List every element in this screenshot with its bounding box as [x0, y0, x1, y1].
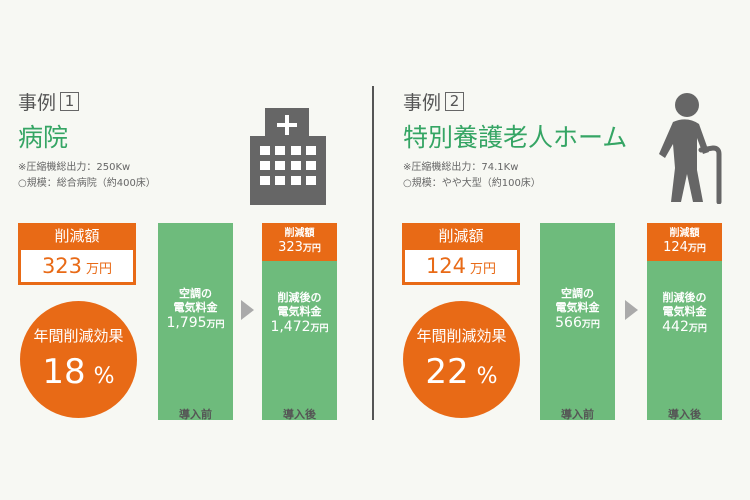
arrow-right-icon — [241, 300, 254, 320]
after-value: 1,472万円 — [262, 319, 337, 337]
after-label-line2: 電気料金 — [662, 305, 707, 318]
after-reduction-cap: 削減額 323万円 — [262, 223, 337, 261]
caption-after: 導入後 — [668, 408, 701, 421]
reduction-amount-box: 削減額 323 万円 — [18, 223, 136, 285]
reduction-unit: 万円 — [86, 262, 113, 277]
after-reduction-cap: 削減額 124万円 — [647, 223, 722, 261]
before-unit: 万円 — [581, 320, 600, 330]
reduction-number: 323 — [41, 254, 83, 278]
annual-number: 18 — [42, 352, 86, 392]
annual-unit: % — [93, 364, 115, 389]
facility-title: 病院 — [18, 123, 69, 152]
annual-title: 年間削減効果 — [33, 327, 124, 345]
case-panel-2: 事例 2 特別養護老人ホーム ※圧縮機総出力：74.1Kw ○規模：やや大型（約… — [375, 0, 750, 500]
reduction-unit: 万円 — [470, 262, 497, 277]
caption-before: 導入前 — [179, 408, 212, 421]
after-number: 442 — [662, 319, 689, 335]
annual-value: 18% — [20, 352, 137, 392]
annual-reduction-circle: 年間削減効果 22% — [403, 301, 520, 418]
after-cap-title: 削減額 — [284, 228, 315, 239]
after-label-line1: 削減後の — [277, 291, 322, 304]
after-number: 1,472 — [270, 319, 311, 335]
before-label-line1: 空調の — [561, 287, 594, 300]
case-label: 事例 1 — [18, 88, 80, 115]
before-label-line2: 電気料金 — [173, 301, 218, 314]
spec-scale: ○規模：総合病院（約400床） — [18, 178, 156, 189]
case-number: 1 — [60, 92, 80, 111]
before-label-line2: 電気料金 — [555, 301, 600, 314]
annual-title: 年間削減効果 — [416, 327, 507, 345]
spec-output: ※圧縮機総出力：250Kw — [18, 162, 131, 173]
reduction-number: 124 — [425, 254, 467, 278]
case-number: 2 — [445, 92, 465, 111]
facility-specs: ※圧縮機総出力：74.1Kw ○規模：やや大型（約100床） — [403, 160, 541, 192]
after-cap-value: 323万円 — [262, 240, 337, 257]
caption-after: 導入後 — [283, 408, 316, 421]
reduction-amount-box: 削減額 124 万円 — [402, 223, 520, 285]
after-value: 442万円 — [647, 319, 722, 337]
after-cap-value: 124万円 — [647, 240, 722, 257]
before-label: 空調の 電気料金 — [158, 287, 233, 315]
after-label-line2: 電気料金 — [277, 305, 322, 318]
reduction-title: 削減額 — [438, 227, 484, 245]
facility-title: 特別養護老人ホーム — [403, 123, 628, 152]
before-label-line1: 空調の — [179, 287, 212, 300]
case-label-text: 事例 — [403, 92, 442, 114]
reduction-value: 323 万円 — [21, 250, 133, 282]
before-value: 1,795万円 — [158, 315, 233, 333]
after-cap-title: 削減額 — [669, 228, 700, 239]
before-value: 566万円 — [540, 315, 615, 333]
after-cap-number: 124 — [663, 240, 688, 255]
annual-reduction-circle: 年間削減効果 18% — [20, 301, 137, 418]
before-number: 566 — [555, 315, 582, 331]
annual-number: 22 — [425, 352, 469, 392]
before-label: 空調の 電気料金 — [540, 287, 615, 315]
annual-unit: % — [476, 364, 498, 389]
before-unit: 万円 — [206, 320, 225, 330]
elderly-person-icon — [659, 93, 722, 204]
hospital-building-icon — [250, 108, 326, 205]
after-cap-number: 323 — [278, 240, 303, 255]
before-bar: 空調の 電気料金 566万円 — [540, 223, 615, 420]
reduction-value: 124 万円 — [405, 250, 517, 282]
after-unit: 万円 — [310, 324, 329, 334]
case-panel-1: 事例 1 病院 ※圧縮機総出力：250Kw ○規模：総合病院（約400床） 削減… — [18, 88, 337, 421]
caption-before: 導入前 — [561, 408, 594, 421]
after-label-line1: 削減後の — [662, 291, 707, 304]
after-bar: 削減後の 電気料金 442万円 — [647, 261, 722, 420]
after-label: 削減後の 電気料金 — [262, 291, 337, 319]
panel-divider — [372, 86, 374, 420]
case-label-text: 事例 — [18, 92, 57, 114]
after-cap-unit: 万円 — [302, 244, 321, 254]
case-label: 事例 2 — [403, 88, 465, 115]
facility-specs: ※圧縮機総出力：250Kw ○規模：総合病院（約400床） — [18, 160, 156, 192]
after-cap-unit: 万円 — [687, 244, 706, 254]
spec-output: ※圧縮機総出力：74.1Kw — [403, 162, 519, 173]
annual-value: 22% — [403, 352, 520, 392]
arrow-right-icon — [625, 300, 638, 320]
reduction-title: 削減額 — [54, 227, 100, 245]
after-unit: 万円 — [688, 324, 707, 334]
before-number: 1,795 — [166, 315, 207, 331]
after-bar: 削減後の 電気料金 1,472万円 — [262, 261, 337, 420]
before-bar: 空調の 電気料金 1,795万円 — [158, 223, 233, 420]
spec-scale: ○規模：やや大型（約100床） — [403, 178, 541, 189]
after-label: 削減後の 電気料金 — [647, 291, 722, 319]
